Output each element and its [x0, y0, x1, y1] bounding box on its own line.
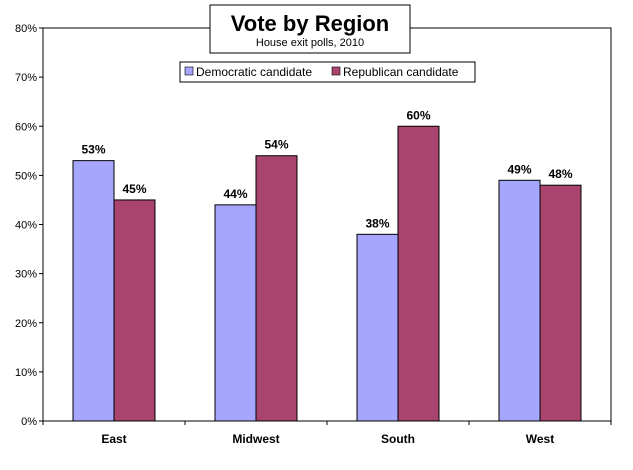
data-label: 38% — [365, 216, 389, 230]
legend-swatch-democratic — [184, 66, 194, 76]
y-tick-label: 20% — [15, 318, 37, 330]
data-label: 53% — [81, 143, 105, 157]
bar-democratic-west — [498, 179, 541, 422]
y-tick-label: 10% — [15, 367, 37, 379]
x-category-label: Midwest — [232, 432, 279, 446]
legend-frame — [179, 61, 476, 83]
y-tick-label: 30% — [15, 269, 37, 281]
title-box-frame — [209, 4, 411, 54]
legend-label-democratic: Democratic candidate — [196, 65, 312, 79]
chart-subtitle: House exit polls, 2010 — [256, 37, 364, 49]
y-tick-label: 60% — [15, 121, 37, 133]
bar-republican-midwest — [255, 155, 298, 422]
y-tick-label: 40% — [15, 220, 37, 232]
bar-democratic-midwest — [214, 204, 257, 422]
legend-label-republican: Republican candidate — [343, 65, 459, 79]
x-category-label: East — [101, 432, 126, 446]
data-label: 44% — [223, 187, 247, 201]
data-label: 49% — [507, 162, 531, 176]
data-label: 45% — [122, 182, 146, 196]
bar-republican-east — [113, 199, 156, 422]
y-tick-label: 80% — [15, 23, 37, 35]
legend: Democratic candidate Republican candidat… — [179, 61, 476, 83]
bar-republican-south — [397, 125, 440, 422]
data-label: 60% — [406, 108, 430, 122]
data-label: 48% — [548, 167, 572, 181]
x-category-label: West — [526, 432, 554, 446]
y-tick-label: 0% — [21, 416, 37, 428]
bar-democratic-south — [356, 233, 399, 422]
y-tick-label: 70% — [15, 72, 37, 84]
title-box: Vote by Region House exit polls, 2010 — [209, 4, 411, 54]
x-category-label: South — [381, 432, 415, 446]
y-tick-label: 50% — [15, 170, 37, 182]
chart-title: Vote by Region — [231, 11, 390, 36]
data-label: 54% — [264, 138, 288, 152]
legend-swatch-republican — [331, 66, 341, 76]
bar-democratic-east — [72, 160, 115, 422]
bar-republican-west — [539, 184, 582, 422]
